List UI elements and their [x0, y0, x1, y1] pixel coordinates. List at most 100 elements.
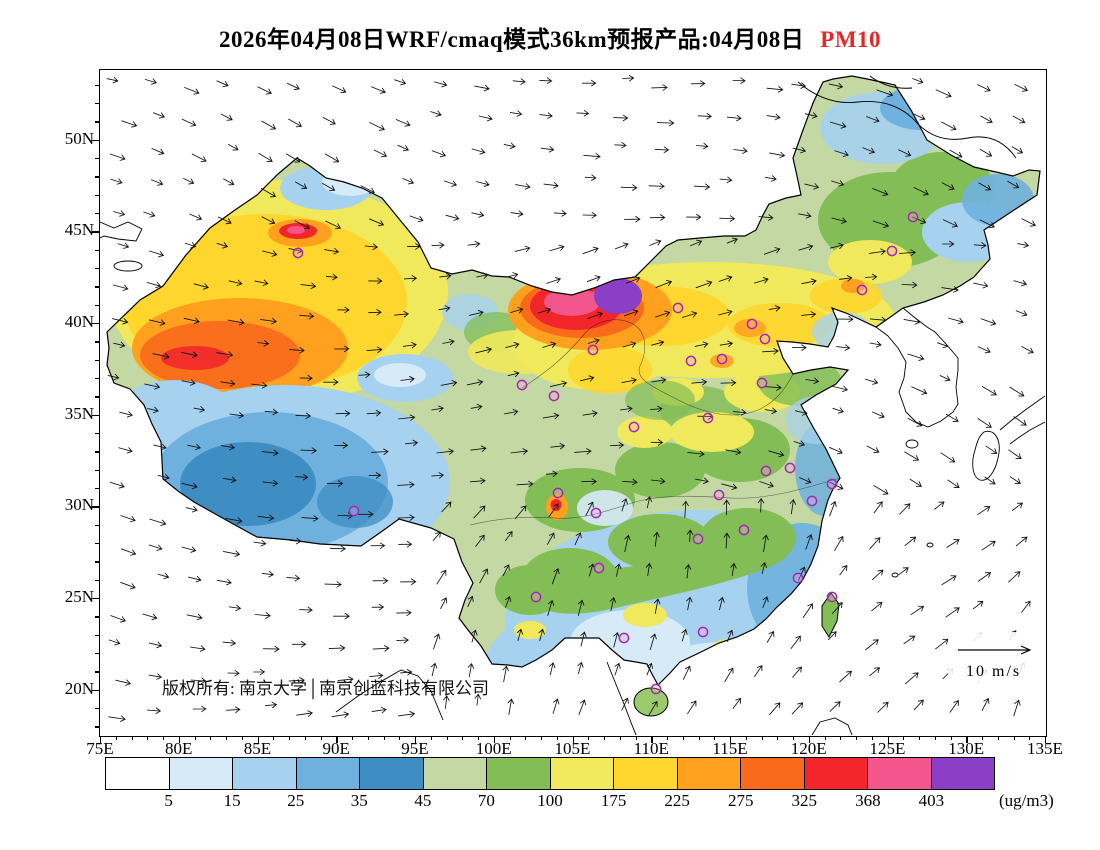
wind-arrow	[549, 380, 567, 387]
wind-arrow	[395, 608, 412, 616]
wind-arrow	[872, 219, 889, 228]
wind-arrow	[613, 662, 621, 676]
wind-arrow	[720, 378, 736, 386]
colorbar-cell	[233, 758, 297, 789]
x-axis-tick	[509, 736, 511, 740]
wind-arrow	[117, 446, 133, 454]
wind-arrow	[120, 547, 136, 556]
wind-arrow	[685, 596, 693, 610]
y-axis-tick	[95, 377, 99, 380]
wind-arrow	[141, 612, 158, 620]
wind-arrow	[684, 563, 691, 578]
wind-arrow	[576, 661, 584, 674]
x-axis-tick	[541, 736, 542, 740]
wind-arrow	[910, 385, 927, 395]
wind-arrow	[694, 476, 709, 484]
wind-arrow	[649, 405, 663, 412]
wind-arrow	[941, 240, 954, 247]
y-axis-tick	[95, 286, 99, 288]
wind-arrow	[868, 666, 880, 676]
y-axis-tick	[95, 524, 99, 526]
wind-arrow	[183, 86, 200, 95]
wind-arrow	[112, 283, 129, 291]
wind-arrow	[869, 340, 882, 348]
wind-arrow	[512, 77, 526, 85]
wind-arrow	[586, 274, 601, 282]
wind-arrow	[264, 701, 277, 708]
y-axis-tick	[95, 652, 99, 655]
wind-arrow	[442, 694, 450, 709]
wind-arrow	[478, 567, 488, 583]
wind-arrow	[228, 279, 242, 286]
wind-arrow	[119, 514, 136, 522]
colorbar-cell	[169, 758, 233, 789]
wind-arrow	[262, 479, 278, 486]
y-axis-tick	[92, 506, 99, 508]
wind-arrow	[368, 217, 384, 226]
wind-arrow	[257, 513, 274, 521]
wind-arrow	[800, 277, 817, 285]
wind-arrow	[366, 409, 381, 416]
wind-arrow	[367, 277, 383, 284]
station-marker	[907, 211, 918, 222]
wind-arrow	[372, 644, 390, 652]
wind-arrow	[619, 405, 633, 412]
station-marker	[292, 247, 303, 258]
wind-arrow	[117, 242, 129, 249]
wind-arrow	[186, 443, 201, 450]
wind-arrow	[109, 177, 123, 185]
wind-arrow	[972, 281, 988, 289]
y-axis-tick	[95, 194, 99, 196]
wind-arrow	[875, 88, 893, 97]
colorbar-cell	[360, 758, 424, 789]
wind-arrow	[797, 243, 813, 251]
wind-arrow	[469, 477, 486, 484]
wind-arrow	[797, 565, 806, 581]
wind-arrow	[1012, 115, 1025, 123]
wind-arrow	[911, 216, 926, 224]
yangtze-river	[469, 477, 840, 525]
wind-arrow	[898, 248, 916, 256]
wind-arrow	[690, 79, 705, 87]
wind-arrow	[288, 346, 305, 354]
y-axis-tick	[95, 671, 99, 673]
vietnam-coast	[606, 661, 636, 735]
colorbar-cell	[741, 758, 805, 789]
wind-arrow	[1020, 217, 1036, 227]
x-axis-tick	[178, 736, 181, 743]
wind-arrow	[625, 275, 640, 284]
wind-arrow	[547, 502, 559, 517]
wind-arrow	[790, 81, 806, 89]
wind-arrow	[393, 78, 406, 85]
wind-arrow	[370, 447, 389, 455]
wind-arrow	[942, 218, 958, 228]
x-axis-tick	[1029, 736, 1031, 740]
wind-arrow	[948, 149, 962, 158]
wind-arrow	[406, 242, 421, 250]
wind-arrow	[574, 531, 582, 545]
wind-arrow	[976, 505, 990, 515]
wind-arrow	[331, 710, 349, 718]
wind-arrow	[509, 306, 523, 313]
x-axis-tick	[367, 736, 369, 740]
wind-arrow	[431, 241, 445, 249]
lon-axis-label: 130E	[948, 739, 985, 758]
wind-arrow	[393, 310, 409, 318]
wind-arrow	[939, 451, 955, 462]
x-axis-tick	[903, 736, 905, 740]
wind-arrow	[981, 697, 989, 711]
luzon-coast	[811, 717, 852, 735]
lon-axis-label: 100E	[475, 739, 512, 758]
wind-arrow	[538, 111, 553, 119]
wind-arrow	[717, 308, 733, 316]
wind-arrow	[793, 439, 805, 447]
wind-arrow	[299, 281, 316, 289]
lon-axis-label: 80E	[165, 739, 193, 758]
y-axis-tick	[95, 579, 99, 581]
wind-arrow	[650, 438, 663, 446]
wind-arrow	[898, 502, 910, 515]
wind-arrow	[186, 613, 203, 620]
wind-arrow	[545, 469, 558, 477]
wind-arrow	[261, 449, 279, 456]
wind-arrow	[224, 516, 243, 524]
